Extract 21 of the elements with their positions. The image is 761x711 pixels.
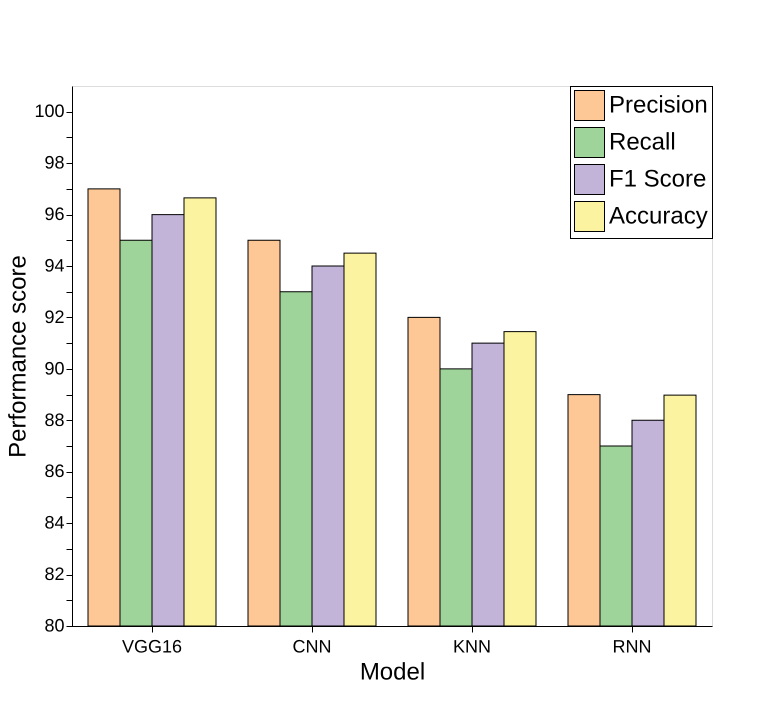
y-tick-label: 100 bbox=[34, 101, 64, 122]
legend-label: F1 Score bbox=[609, 166, 706, 192]
y-tick-label: 84 bbox=[44, 512, 64, 533]
y-tick-label: 94 bbox=[44, 256, 64, 276]
y-tick-label: 98 bbox=[44, 152, 64, 173]
x-axis-title: Model bbox=[360, 658, 426, 686]
legend-label: Recall bbox=[609, 128, 676, 156]
y-axis-title: Performance score bbox=[4, 255, 32, 458]
y-tick-label: 90 bbox=[44, 358, 64, 378]
x-tick-label: VGG16 bbox=[122, 636, 182, 656]
y-tick-label: 80 bbox=[44, 616, 64, 636]
x-tick-label: KNN bbox=[452, 636, 492, 656]
legend-label: Precision bbox=[609, 92, 708, 118]
y-tick-label: 82 bbox=[44, 564, 64, 584]
x-tick-label: RNN bbox=[612, 636, 652, 656]
y-tick-label: 92 bbox=[44, 306, 64, 327]
y-tick-label: 88 bbox=[44, 410, 64, 430]
y-tick-label: 86 bbox=[44, 461, 64, 482]
legend-label: Accuracy bbox=[609, 202, 708, 230]
y-tick-label: 96 bbox=[44, 204, 64, 224]
x-tick-label: CNN bbox=[292, 636, 332, 656]
